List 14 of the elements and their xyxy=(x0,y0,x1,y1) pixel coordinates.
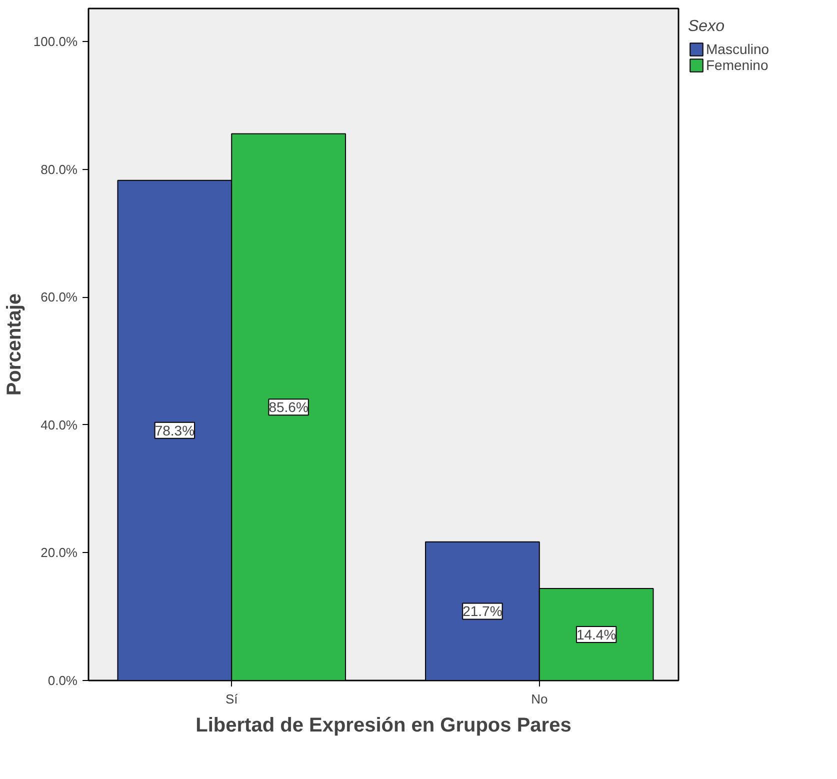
y-tick-label: 60.0% xyxy=(40,290,78,305)
x-tick-label: Sí xyxy=(225,692,238,706)
legend-title: Sexo xyxy=(688,18,726,36)
y-tick-label: 0.0% xyxy=(48,673,78,688)
y-tick-label: 100.0% xyxy=(33,34,78,50)
x-axis-title: Libertad de Expresión en Grupos Pares xyxy=(196,714,572,736)
y-tick-label: 40.0% xyxy=(40,417,78,432)
legend-label: Masculino xyxy=(706,41,770,57)
y-axis-title: Porcentaje xyxy=(3,293,26,396)
legend-label: Femenino xyxy=(706,57,768,73)
data-label: 78.3% xyxy=(154,422,195,438)
y-tick-label: 20.0% xyxy=(40,545,78,560)
x-tick-label: No xyxy=(531,692,548,706)
y-tick-label: 80.0% xyxy=(40,162,78,177)
